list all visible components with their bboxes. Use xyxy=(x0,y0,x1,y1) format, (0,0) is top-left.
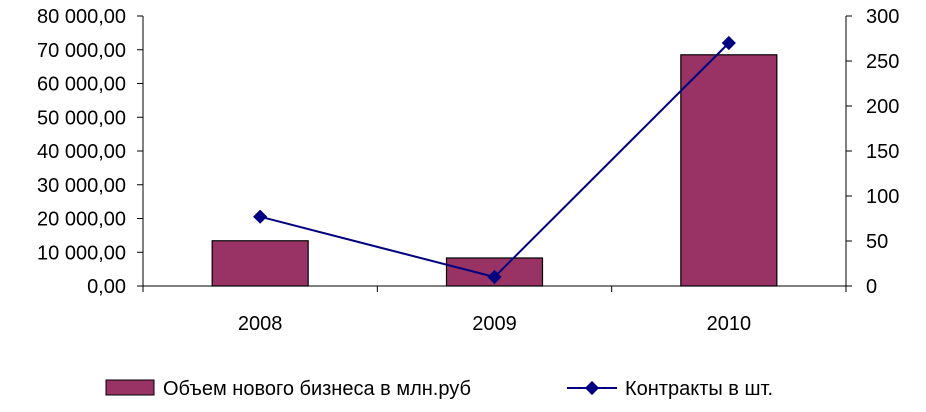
left-axis-tick-label: 10 000,00 xyxy=(37,242,126,264)
axes-layer xyxy=(137,15,852,292)
left-axis-tick-labels: 0,00 10 000,00 20 000,00 30 000,00 40 000,00… xyxy=(37,6,126,298)
right-axis-tick-labels: 0 50 100 150 200 250 300 xyxy=(866,6,899,298)
legend-bar-swatch xyxy=(105,379,155,396)
bar-2010 xyxy=(680,54,778,287)
bar-2008 xyxy=(211,240,309,287)
left-axis-tick-label: 20 000,00 xyxy=(37,209,126,231)
x-axis-tick-label: 2009 xyxy=(472,313,517,335)
legend-bar-label: Объем нового бизнеса в млн.руб xyxy=(163,378,471,400)
left-axis-tick-label: 30 000,00 xyxy=(37,175,126,197)
right-axis-tick-label: 0 xyxy=(866,276,877,298)
left-axis-tick-label: 70 000,00 xyxy=(37,40,126,62)
right-axis-tick-label: 300 xyxy=(866,6,899,28)
line-series-layer xyxy=(253,35,736,285)
left-axis-tick-label: 60 000,00 xyxy=(37,74,126,96)
legend-line-marker xyxy=(584,380,600,396)
right-axis-tick-label: 250 xyxy=(866,51,899,73)
left-axis-tick-label: 50 000,00 xyxy=(37,107,126,129)
right-axis-tick-label: 100 xyxy=(866,186,899,208)
category-axis-labels: 2008 2009 2010 xyxy=(238,313,751,335)
right-axis-tick-label: 50 xyxy=(866,231,888,253)
line-point-2010 xyxy=(721,35,736,51)
right-axis-tick-label: 200 xyxy=(866,96,899,118)
legend-line-label: Контракты в шт. xyxy=(625,378,773,400)
legend: Объем нового бизнеса в млн.руб Контракты… xyxy=(105,378,773,400)
line-contracts xyxy=(259,42,730,279)
left-axis-tick-label: 40 000,00 xyxy=(37,141,126,163)
left-axis-tick-label: 0,00 xyxy=(87,276,126,298)
line-point-2008 xyxy=(253,209,268,224)
bars-layer xyxy=(211,54,778,287)
x-axis-tick-label: 2008 xyxy=(238,313,283,335)
right-axis-tick-label: 150 xyxy=(866,141,899,163)
left-axis-tick-label: 80 000,00 xyxy=(37,6,126,28)
x-axis-tick-label: 2010 xyxy=(707,313,752,335)
line-point-2009 xyxy=(487,269,502,285)
